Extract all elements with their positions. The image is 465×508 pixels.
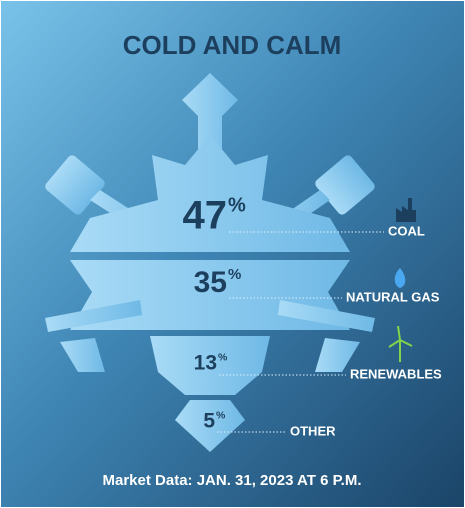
category-label: RENEWABLES: [350, 366, 442, 381]
segment: [175, 400, 245, 452]
category-label: COAL: [388, 223, 425, 238]
renewables-icon: [388, 325, 413, 362]
category-label: NATURAL GAS: [346, 289, 440, 304]
footnote: Market Data: JAN. 31, 2023 AT 6 P.M.: [103, 472, 362, 489]
flake-arm: [315, 338, 360, 372]
unit-label: %: [218, 351, 228, 363]
flake-arm: [45, 300, 142, 332]
segment: [150, 336, 270, 395]
unit-label: %: [216, 409, 226, 421]
gas-icon: [394, 268, 406, 288]
unit-label: %: [228, 266, 241, 283]
value-label: 35: [194, 266, 227, 299]
snowflake: [45, 73, 375, 452]
category-label: OTHER: [290, 423, 336, 438]
flake-arm: [278, 300, 375, 332]
title: COLD AND CALM: [123, 30, 342, 60]
value-label: 47: [183, 194, 228, 238]
segment: [70, 135, 350, 252]
flake-top-arm: [182, 73, 238, 160]
flake-arm: [60, 338, 105, 372]
flake-arm: [315, 155, 375, 215]
value-label: 13: [194, 352, 217, 375]
coal-icon: [396, 198, 416, 222]
flake-arm: [45, 155, 105, 215]
unit-label: %: [228, 194, 246, 216]
value-label: 5: [203, 410, 215, 433]
